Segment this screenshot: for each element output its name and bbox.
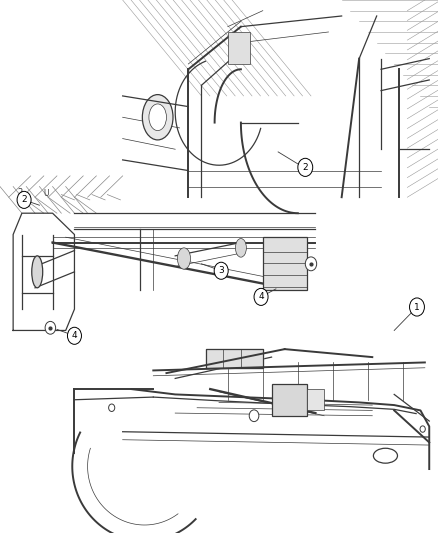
Circle shape: [305, 257, 317, 271]
Text: 4: 4: [258, 293, 264, 301]
Text: 3: 3: [218, 266, 224, 275]
Text: 1: 1: [414, 303, 420, 311]
Polygon shape: [206, 349, 263, 368]
Text: 2: 2: [303, 163, 308, 172]
Text: 2: 2: [18, 188, 23, 197]
Circle shape: [420, 426, 425, 432]
Circle shape: [214, 262, 228, 279]
Circle shape: [67, 327, 81, 344]
Ellipse shape: [236, 239, 246, 257]
Ellipse shape: [373, 448, 398, 463]
Circle shape: [109, 404, 115, 411]
Circle shape: [254, 288, 268, 305]
Bar: [272, 384, 307, 416]
Circle shape: [298, 158, 313, 176]
Ellipse shape: [149, 104, 166, 131]
Bar: [307, 389, 324, 410]
Text: 2: 2: [21, 196, 27, 204]
Bar: [228, 32, 250, 64]
Circle shape: [410, 298, 424, 316]
Ellipse shape: [177, 248, 191, 269]
Circle shape: [45, 321, 56, 334]
Bar: [263, 237, 307, 290]
Circle shape: [249, 410, 259, 422]
Text: U: U: [44, 189, 49, 198]
Text: 4: 4: [72, 332, 77, 340]
Ellipse shape: [32, 256, 43, 288]
Circle shape: [17, 191, 31, 208]
Ellipse shape: [142, 95, 173, 140]
